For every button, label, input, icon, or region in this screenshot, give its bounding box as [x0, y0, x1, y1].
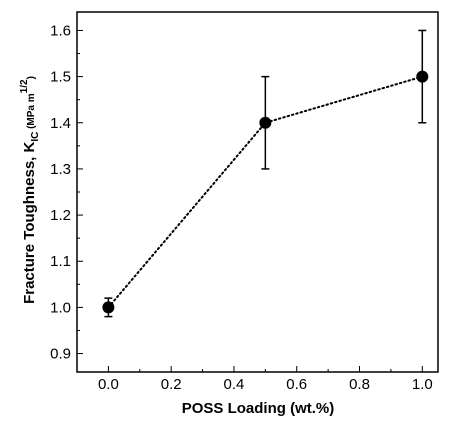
- data-point: [102, 301, 115, 314]
- x-tick-label: 0.4: [224, 376, 245, 393]
- y-tick-label: 0.9: [50, 346, 71, 363]
- y-tick-label: 1.3: [50, 161, 71, 178]
- x-tick-label: 0.0: [98, 376, 119, 393]
- y-axis-label-unit-exponent: 1/2: [19, 79, 30, 93]
- x-tick-label: 0.2: [161, 376, 182, 393]
- y-axis-label-unit-close: ): [26, 76, 37, 79]
- y-tick-label: 1.1: [50, 253, 71, 270]
- x-tick-label: 0.8: [349, 376, 370, 393]
- data-point: [416, 70, 429, 83]
- x-tick-label: 0.6: [286, 376, 307, 393]
- y-tick-label: 1.5: [50, 69, 71, 86]
- plot-area-frame: [76, 11, 439, 373]
- y-axis-label-main: Fracture Toughness, K: [21, 142, 38, 304]
- x-tick-label: 1.0: [412, 376, 433, 393]
- y-axis-label-unit: (MPa m: [26, 93, 37, 131]
- y-tick-label: 1.6: [50, 22, 71, 39]
- y-axis-label: Fracture Toughness, KIC (MPa m1/2): [19, 76, 41, 304]
- data-point: [259, 116, 272, 129]
- y-axis-label-subscript: IC: [30, 132, 41, 142]
- y-tick-label: 1.4: [50, 115, 71, 132]
- x-axis-label: POSS Loading (wt.%): [182, 400, 335, 417]
- y-tick-label: 1.0: [50, 299, 71, 316]
- y-tick-label: 1.2: [50, 207, 71, 224]
